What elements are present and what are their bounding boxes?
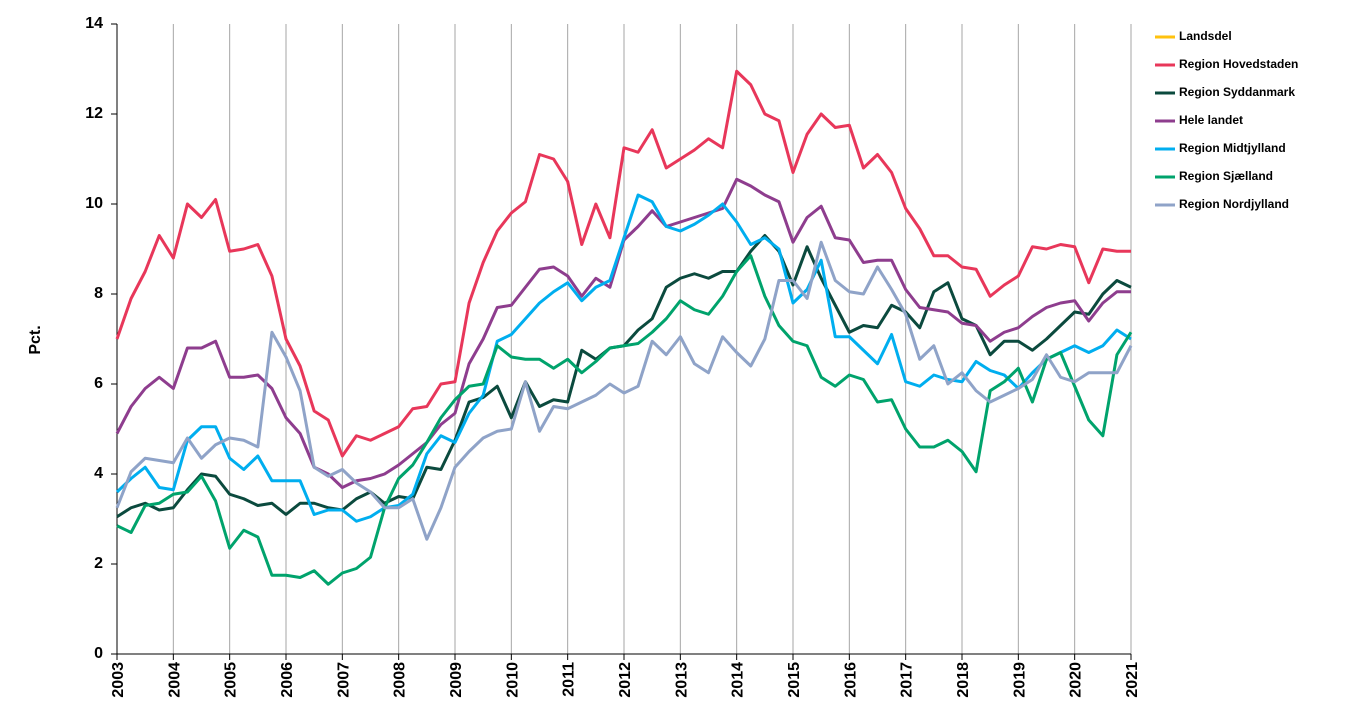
y-axis-label: Pct.	[27, 325, 44, 354]
series-line	[115, 193, 1132, 523]
x-tick-label: 2010	[504, 662, 521, 698]
y-tick-label: 12	[85, 105, 103, 122]
x-tick-label: 2020	[1068, 662, 1085, 698]
x-tick-label: 2016	[842, 662, 859, 698]
x-tick-label: 2006	[279, 662, 296, 698]
series-line	[115, 69, 1131, 458]
y-tick-label: 2	[94, 555, 103, 572]
y-tick-label: 14	[85, 15, 103, 32]
x-tick-label: 2003	[110, 662, 127, 698]
legend-label: Region Sjælland	[1179, 169, 1273, 183]
y-tick-label: 8	[94, 285, 103, 302]
x-tick-label: 2008	[392, 662, 409, 698]
legend-label: Landsdel	[1179, 29, 1232, 43]
y-tick-label: 6	[94, 375, 103, 392]
x-tick-label: 2021	[1124, 662, 1141, 698]
x-tick-label: 2005	[223, 662, 240, 698]
x-tick-label: 2017	[899, 662, 916, 698]
legend-label: Region Hovedstaden	[1179, 57, 1298, 71]
legend-label: Region Nordjylland	[1179, 197, 1289, 211]
x-tick-label: 2019	[1011, 662, 1028, 698]
x-tick-label: 2007	[335, 662, 352, 698]
y-tick-label: 10	[85, 195, 103, 212]
x-tick-label: 2018	[955, 662, 972, 698]
x-tick-label: 2015	[786, 662, 803, 698]
x-tick-label: 2012	[617, 662, 634, 698]
x-tick-label: 2009	[448, 662, 465, 698]
legend-label: Hele landet	[1179, 113, 1243, 127]
y-tick-label: 4	[94, 465, 103, 482]
legend-label: Region Syddanmark	[1179, 85, 1295, 99]
x-tick-label: 2013	[673, 662, 690, 698]
x-tick-label: 2014	[730, 662, 747, 698]
legend-label: Region Midtjylland	[1179, 141, 1286, 155]
x-tick-label: 2011	[561, 662, 578, 697]
series-line	[115, 240, 1133, 541]
series-line	[116, 254, 1133, 586]
y-tick-label: 0	[94, 645, 103, 662]
x-tick-label: 2004	[166, 662, 183, 698]
